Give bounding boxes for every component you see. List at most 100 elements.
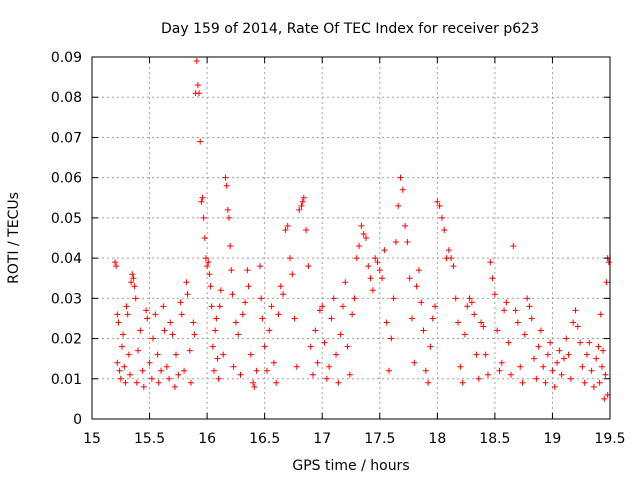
data-point — [588, 367, 595, 374]
data-point — [128, 279, 135, 286]
data-point — [209, 343, 216, 350]
x-tick-label: 18 — [428, 431, 446, 447]
data-point — [596, 379, 603, 386]
data-point — [312, 327, 319, 334]
data-point — [353, 255, 360, 262]
data-point — [392, 239, 399, 246]
data-point — [113, 263, 120, 270]
data-point — [598, 363, 605, 370]
data-point — [187, 379, 194, 386]
data-point — [510, 243, 517, 250]
data-point — [305, 263, 312, 270]
data-point — [597, 311, 604, 318]
data-point — [259, 315, 266, 322]
data-point — [457, 363, 464, 370]
data-point — [239, 311, 246, 318]
data-point — [487, 259, 494, 266]
data-point — [390, 295, 397, 302]
data-point — [572, 307, 579, 314]
data-point — [549, 367, 556, 374]
data-point — [496, 367, 503, 374]
data-point — [244, 267, 251, 274]
y-tick-label: 0.05 — [51, 211, 82, 227]
data-point — [199, 194, 206, 201]
data-point — [293, 363, 300, 370]
data-point — [197, 138, 204, 145]
data-point — [413, 283, 420, 290]
data-point — [489, 275, 496, 282]
data-point — [204, 263, 211, 270]
data-point — [346, 371, 353, 378]
data-point — [441, 226, 448, 233]
data-point — [178, 311, 185, 318]
data-point — [120, 331, 127, 338]
data-point — [383, 319, 390, 326]
data-point — [581, 379, 588, 386]
data-point — [362, 235, 369, 241]
y-tick-label: 0.04 — [51, 251, 82, 267]
data-point — [330, 295, 337, 302]
data-point — [484, 371, 491, 378]
data-point — [583, 351, 590, 358]
data-point — [282, 226, 289, 233]
plot-frame — [91, 56, 611, 420]
data-point — [161, 327, 168, 334]
data-point — [514, 319, 521, 326]
data-point — [112, 259, 119, 266]
data-point — [261, 343, 268, 350]
data-point — [230, 363, 237, 370]
y-tick-label: 0.03 — [51, 291, 82, 307]
data-point — [429, 315, 436, 322]
data-point — [275, 311, 282, 318]
data-point — [200, 214, 207, 221]
data-point — [326, 363, 333, 370]
data-point — [533, 375, 540, 382]
data-point — [411, 359, 418, 366]
y-tick-label: 0.01 — [51, 372, 82, 388]
data-point — [250, 379, 257, 386]
data-point — [328, 315, 335, 322]
data-point — [333, 351, 340, 358]
data-point — [448, 255, 455, 262]
data-point — [365, 263, 372, 270]
data-point — [124, 311, 131, 318]
data-point — [208, 303, 215, 310]
data-point — [603, 279, 610, 286]
x-tick-label: 19.5 — [594, 431, 625, 447]
data-point — [114, 359, 121, 366]
data-point — [593, 355, 600, 362]
data-point — [602, 371, 609, 378]
data-point — [144, 315, 151, 322]
data-point — [601, 395, 608, 402]
data-point — [537, 327, 544, 334]
data-point — [418, 299, 425, 306]
data-point — [257, 263, 264, 270]
data-point — [307, 343, 314, 350]
data-point — [360, 230, 367, 237]
data-point — [535, 343, 542, 350]
data-point — [425, 379, 432, 386]
data-point — [237, 371, 244, 378]
data-point — [121, 363, 128, 370]
data-point — [222, 174, 229, 181]
data-point — [268, 303, 275, 310]
data-point — [468, 299, 475, 306]
data-point — [471, 311, 478, 318]
grid-lines — [92, 57, 610, 419]
data-point — [152, 311, 159, 318]
data-point — [177, 299, 184, 306]
data-point — [473, 351, 480, 358]
data-point — [512, 307, 519, 314]
data-point — [280, 291, 287, 298]
data-point — [117, 375, 124, 382]
data-point — [298, 202, 305, 209]
data-point — [217, 287, 224, 294]
data-point — [155, 379, 162, 386]
x-tick-label: 19 — [544, 431, 562, 447]
data-point — [560, 355, 567, 362]
data-point — [202, 255, 209, 262]
y-tick-label: 0.09 — [51, 50, 82, 66]
data-point — [171, 383, 178, 390]
data-point — [270, 359, 277, 366]
data-point — [190, 319, 197, 326]
